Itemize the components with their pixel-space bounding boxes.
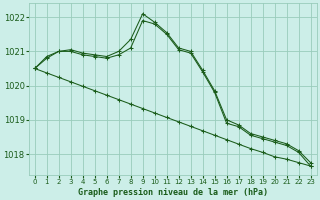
X-axis label: Graphe pression niveau de la mer (hPa): Graphe pression niveau de la mer (hPa) [78,188,268,197]
